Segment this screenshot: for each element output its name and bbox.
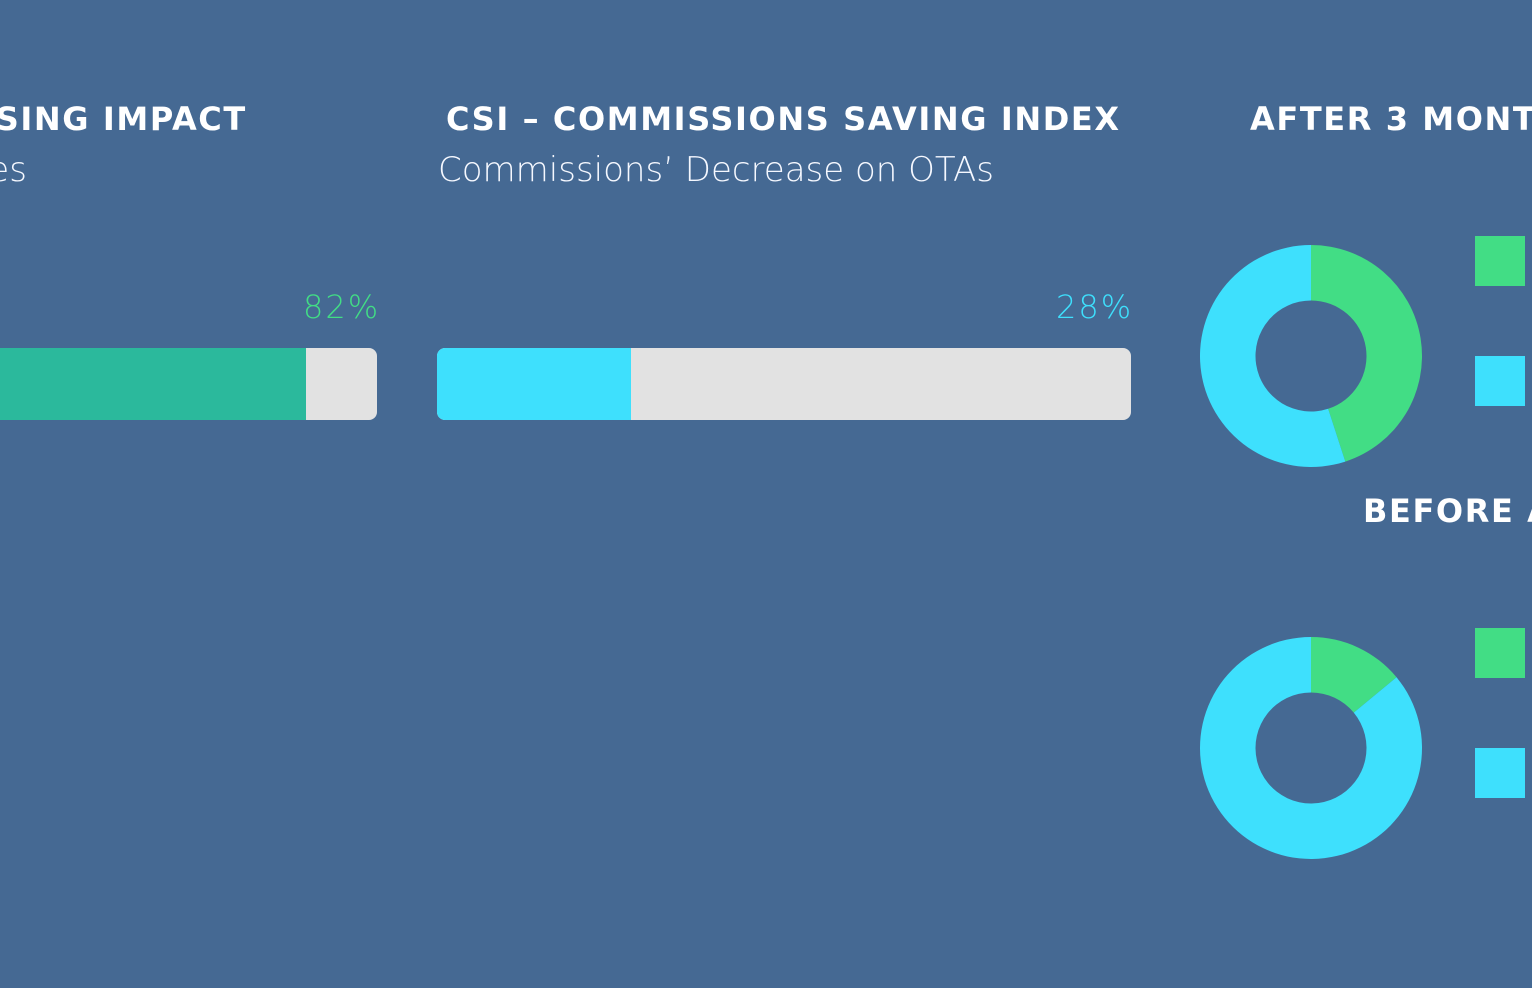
csi-title: CSI – COMMISSIONS SAVING INDEX <box>446 100 1121 138</box>
before-donut <box>1200 637 1422 859</box>
before-legend-green-swatch <box>1475 628 1525 678</box>
csi-bar-fill <box>437 348 632 420</box>
advertising-impact-subtitle: ales <box>0 150 27 190</box>
advertising-impact-bar-fill <box>0 348 306 420</box>
before-title: BEFORE A <box>1363 492 1532 530</box>
csi-subtitle: Commissions’ Decrease on OTAs <box>438 150 995 190</box>
donut-3-slice-0 <box>1311 637 1397 713</box>
donut-2-slice-1 <box>1199 245 1346 467</box>
csi-percent-label: 28% <box>1056 288 1134 326</box>
after-legend-green-swatch <box>1475 236 1525 286</box>
advertising-impact-title: RTISING IMPACT <box>0 100 247 138</box>
before-legend-cyan-swatch <box>1475 748 1525 798</box>
donut-3-slice-1 <box>1200 637 1422 859</box>
after-3-months-donut <box>1199 245 1422 467</box>
csi-bar-track <box>437 348 1131 420</box>
advertising-impact-percent-label: 82% <box>303 288 381 326</box>
donut-2-slice-0 <box>1311 245 1422 462</box>
advertising-impact-bar-track <box>0 348 377 420</box>
after-3-months-title: AFTER 3 MONTH <box>1250 100 1532 138</box>
after-legend-cyan-swatch <box>1475 356 1525 406</box>
